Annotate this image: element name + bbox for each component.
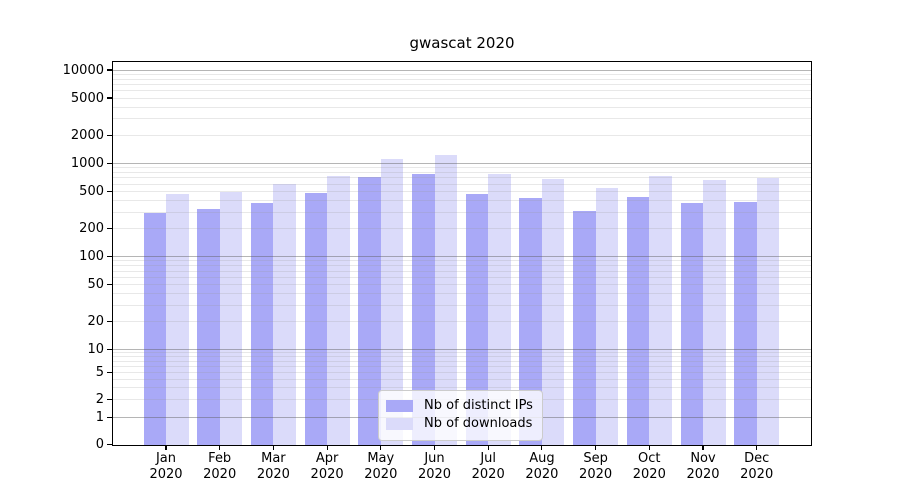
- y-tick-2000: [107, 134, 112, 136]
- x-tick-may: [380, 445, 382, 450]
- y-tick-10: [107, 348, 112, 350]
- legend-label-downloads: Nb of downloads: [424, 416, 533, 431]
- legend-label-distinct-ips: Nb of distinct IPs: [424, 398, 533, 413]
- y-tick-5: [107, 372, 112, 374]
- y-tick-label-100: 100: [79, 249, 104, 265]
- bar-distinct-ips-jul: [465, 194, 489, 445]
- y-tick-0: [107, 443, 112, 446]
- y-tick-label-1: 1: [95, 409, 104, 425]
- bars-layer: [113, 62, 811, 445]
- bar-downloads-dec: [756, 177, 780, 445]
- bar-downloads-jan: [166, 193, 189, 445]
- bar-distinct-ips-feb: [197, 208, 220, 445]
- x-tick-year-aug: 2020: [525, 467, 559, 482]
- x-tick-jan: [165, 445, 167, 450]
- x-tick-feb: [219, 445, 221, 450]
- x-tick-jun: [433, 445, 436, 450]
- bar-distinct-ips-dec: [734, 202, 757, 445]
- y-tick-label-10: 10: [87, 341, 104, 357]
- x-tick-apr: [326, 445, 328, 450]
- x-tick-label-may: May 2020: [349, 451, 413, 483]
- x-tick-mar: [272, 445, 274, 450]
- y-tick-5000: [107, 97, 112, 99]
- x-tick-year-oct: 2020: [632, 467, 666, 482]
- x-tick-label-sep: Sep 2020: [564, 451, 628, 483]
- y-tick-label-1000: 1000: [70, 155, 104, 171]
- bar-downloads-feb: [219, 191, 243, 445]
- x-tick-jul: [487, 445, 489, 450]
- x-tick-label-mar: Mar 2020: [241, 451, 305, 483]
- x-tick-label-dec: Dec 2020: [725, 451, 789, 483]
- y-tick-label-0: 0: [95, 437, 104, 452]
- y-tick-label-200: 200: [79, 221, 104, 237]
- bar-distinct-ips-sep: [573, 210, 596, 445]
- x-tick-year-sep: 2020: [579, 467, 613, 482]
- bar-distinct-ips-aug: [519, 198, 542, 445]
- x-tick-year-dec: 2020: [740, 467, 774, 482]
- y-tick-10000: [107, 69, 112, 71]
- bar-downloads-may: [380, 159, 404, 445]
- y-tick-50: [107, 283, 112, 286]
- x-tick-dec: [756, 445, 758, 450]
- y-tick-label-2: 2: [95, 391, 104, 407]
- plot-area: [112, 61, 812, 446]
- x-tick-oct: [648, 445, 650, 450]
- x-tick-label-nov: Nov 2020: [671, 451, 735, 483]
- y-tick-label-20: 20: [87, 313, 104, 329]
- x-tick-label-jun: Jun 2020: [403, 451, 467, 483]
- bar-distinct-ips-jun: [412, 174, 435, 445]
- x-tick-label-jan: Jan 2020: [134, 451, 198, 483]
- bar-downloads-apr: [327, 175, 350, 445]
- legend-entry-downloads: Nb of downloads: [386, 416, 533, 432]
- x-tick-year-nov: 2020: [686, 467, 720, 482]
- x-tick-label-oct: Oct 2020: [617, 451, 681, 483]
- x-tick-nov: [702, 445, 704, 450]
- x-tick-year-jan: 2020: [149, 467, 183, 482]
- legend: Nb of distinct IPs Nb of downloads: [378, 390, 543, 441]
- bar-distinct-ips-may: [358, 176, 381, 445]
- x-tick-label-feb: Feb 2020: [188, 451, 252, 483]
- x-tick-year-mar: 2020: [256, 467, 290, 482]
- bar-downloads-nov: [703, 180, 726, 445]
- y-tick-label-50: 50: [87, 277, 104, 293]
- bar-distinct-ips-jan: [143, 212, 166, 445]
- downloads-swatch-icon: [386, 417, 413, 431]
- bar-downloads-aug: [541, 178, 565, 445]
- bar-downloads-oct: [649, 176, 672, 445]
- y-tick-1000: [107, 162, 112, 164]
- x-tick-label-apr: Apr 2020: [295, 451, 359, 483]
- x-tick-year-jun: 2020: [417, 467, 452, 482]
- y-tick-20: [107, 320, 112, 322]
- bar-distinct-ips-nov: [680, 203, 703, 445]
- distinct-ips-swatch-icon: [386, 399, 413, 413]
- bar-downloads-mar: [273, 184, 296, 445]
- x-tick-year-may: 2020: [364, 467, 398, 482]
- x-tick-aug: [541, 445, 543, 450]
- y-tick-label-5: 5: [95, 365, 104, 381]
- bar-distinct-ips-mar: [250, 203, 274, 445]
- legend-entry-distinct-ips: Nb of distinct IPs: [386, 398, 533, 414]
- y-tick-2: [107, 398, 112, 400]
- y-tick-label-5000: 5000: [70, 90, 104, 106]
- y-tick-100: [107, 256, 112, 258]
- bar-distinct-ips-oct: [626, 197, 650, 445]
- y-tick-label-500: 500: [79, 183, 104, 199]
- bar-distinct-ips-apr: [304, 193, 328, 445]
- y-tick-label-10000: 10000: [62, 62, 104, 78]
- bar-downloads-jun: [434, 154, 457, 445]
- chart-title: gwascat 2020: [409, 34, 515, 52]
- y-tick-label-2000: 2000: [70, 127, 104, 143]
- bar-downloads-sep: [595, 188, 619, 445]
- y-tick-1: [107, 416, 112, 418]
- x-tick-year-feb: 2020: [203, 467, 237, 482]
- x-tick-year-apr: 2020: [310, 467, 344, 482]
- x-tick-label-jul: Jul 2020: [456, 451, 520, 483]
- y-tick-200: [107, 227, 112, 230]
- x-tick-sep: [595, 445, 597, 450]
- y-tick-500: [107, 190, 112, 192]
- x-tick-year-jul: 2020: [471, 467, 505, 482]
- bar-downloads-jul: [488, 173, 511, 445]
- x-tick-label-aug: Aug 2020: [510, 451, 574, 483]
